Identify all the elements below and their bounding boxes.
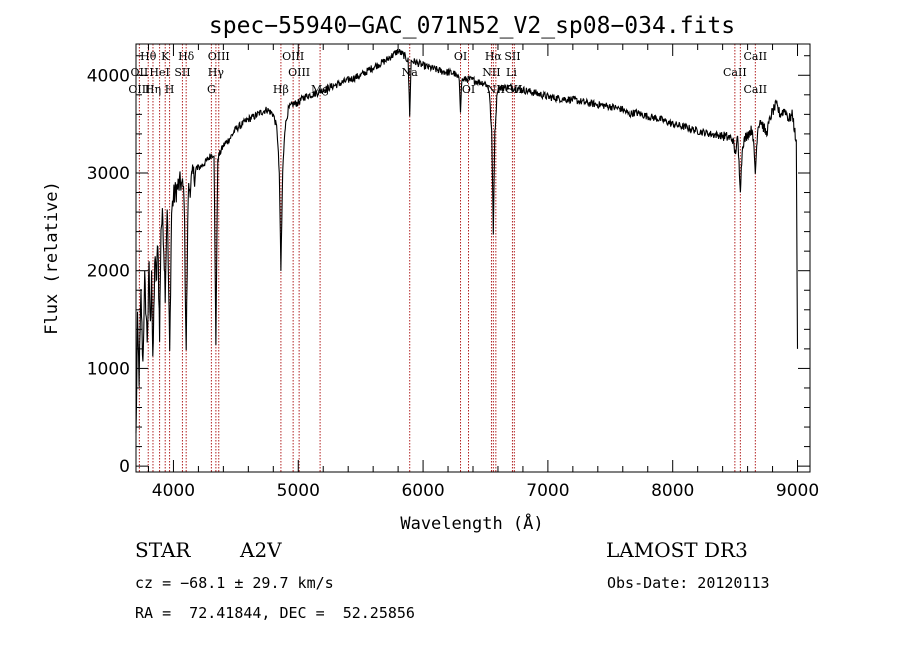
spectral-line-label: CaII <box>743 50 767 63</box>
spectrum-series-line <box>135 48 799 433</box>
observation-date: Obs-Date: 20120113 <box>607 574 770 592</box>
x-tick-label: 7000 <box>526 481 569 501</box>
spectral-line-label: HeI <box>149 66 169 79</box>
x-tick-label: 6000 <box>401 481 444 501</box>
spectral-line-label: Hα <box>485 50 503 63</box>
spectral-line-label: OIII <box>288 66 310 79</box>
spectral-line-label: OI <box>454 50 467 63</box>
y-tick-label: 3000 <box>87 164 130 184</box>
y-tick-label: 2000 <box>87 262 130 282</box>
spectral-line-label: OIII <box>282 50 304 63</box>
spectral-line-label: Hδ <box>178 50 195 63</box>
spectral-line-label: OII <box>131 66 149 79</box>
axis-ticks: 4000 5000 6000 7000 8000 9000 0 1000 2000 3000 400… <box>87 44 819 501</box>
spectral-line-label: OIII <box>208 50 230 63</box>
spectral-line-label: OIII <box>128 83 150 96</box>
x-tick-label: 8000 <box>651 481 694 501</box>
spectral-line-label: CaII <box>723 66 747 79</box>
spectral-line-label: SII <box>504 50 520 63</box>
y-axis-label: Flux (relative) <box>42 181 62 335</box>
spectral-line-label: H <box>165 83 175 96</box>
y-tick-label: 4000 <box>87 66 130 86</box>
spectral-line-label: OI <box>462 83 475 96</box>
x-axis-label: Wavelength (Å) <box>400 512 543 534</box>
spectral-line-label: Li <box>506 66 517 79</box>
spectral-line-label: Na <box>402 66 419 79</box>
sky-coordinates: RA = 72.41844, DEC = 52.25856 <box>135 604 415 622</box>
x-tick-label: 9000 <box>776 481 819 501</box>
spectral-line-label: Hβ <box>273 83 289 96</box>
plot-frame <box>135 43 811 473</box>
survey-release: LAMOST DR3 <box>606 538 748 562</box>
y-tick-label: 1000 <box>87 359 130 379</box>
spectral-line-label: NII <box>482 66 500 79</box>
chart-title: spec−55940−GAC_071N52_V2_sp08−034.fits <box>209 13 735 39</box>
spectral-line-label: CaII <box>743 83 767 96</box>
spectral-line-label: G <box>207 83 216 96</box>
spectral-line-label: K <box>161 50 170 63</box>
spectral-line-label: Hγ <box>208 66 225 79</box>
object-subclass: A2V <box>240 538 282 562</box>
spectral-line-label: Hη <box>145 83 161 96</box>
x-tick-label: 4000 <box>152 481 195 501</box>
x-tick-label: 5000 <box>277 481 320 501</box>
object-class: STAR <box>135 538 191 562</box>
redshift-velocity: cz = −68.1 ± 29.7 km/s <box>135 574 334 592</box>
spectral-line-label: SII <box>174 66 190 79</box>
y-tick-label: 0 <box>119 457 130 477</box>
spectral-line-label: Hθ <box>140 50 157 63</box>
